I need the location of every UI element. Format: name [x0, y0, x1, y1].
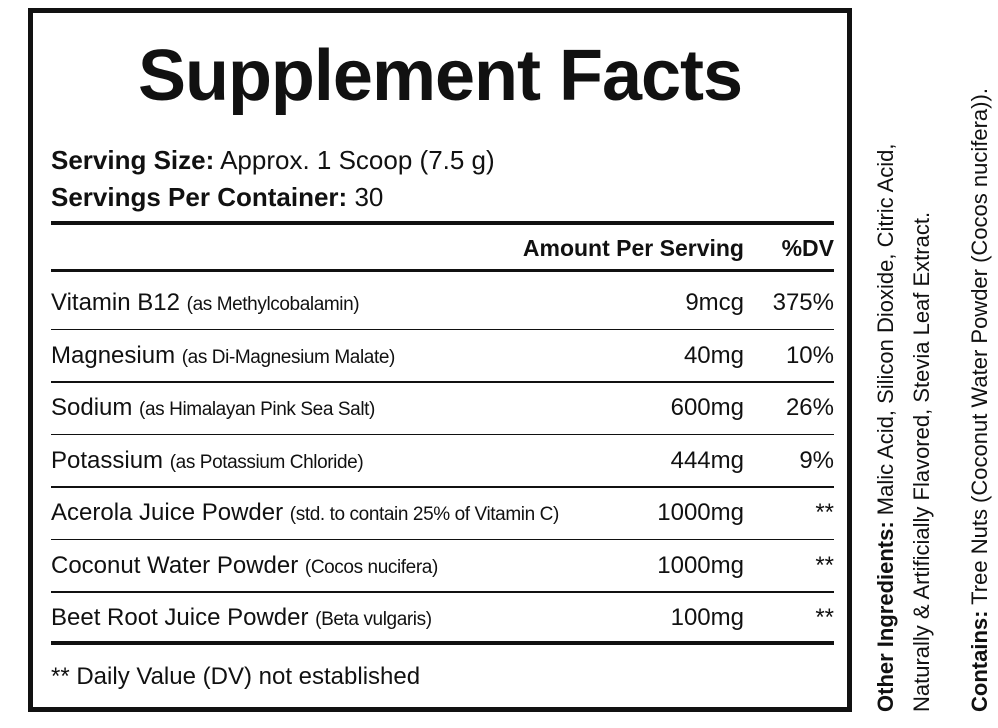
facts-panel: Supplement Facts Serving Size: Approx. 1…: [28, 8, 852, 712]
serving-size: Serving Size: Approx. 1 Scoop (7.5 g): [51, 145, 495, 176]
label: Serving Size:: [51, 145, 215, 175]
servings-per-container: Servings Per Container: 30: [51, 182, 383, 213]
value: 30: [354, 182, 384, 212]
nutrient-note: (Beta vulgaris): [315, 609, 432, 630]
row-divider: [51, 538, 834, 540]
row-divider: [51, 486, 834, 488]
nutrient-note: (as Potassium Chloride): [169, 451, 364, 473]
daily-value: **: [815, 499, 834, 526]
daily-value: **: [815, 551, 834, 579]
nutrient-name: Acerola Juice Powder: [51, 499, 284, 526]
nutrient: Sodium (as Himalayan Pink Sea Salt): [51, 394, 375, 422]
contains: Contains: Tree Nuts (Coconut Water Powde…: [962, 0, 998, 712]
nutrient-note: (as Himalayan Pink Sea Salt): [139, 399, 375, 420]
amount: 40mg: [683, 341, 744, 369]
label: Other Ingredients:: [873, 521, 898, 712]
rule: [51, 641, 834, 645]
row-divider: [51, 328, 834, 330]
footnote: ** Daily Value (DV) not established: [51, 663, 421, 690]
rule: [51, 221, 834, 225]
nutrient: Acerola Juice Powder (std. to contain 25…: [51, 499, 559, 527]
nutrient-name: Sodium: [51, 394, 133, 421]
amount: 1000mg: [657, 499, 744, 526]
nutrient-row: Sodium (as Himalayan Pink Sea Salt) 600mg…: [51, 382, 834, 434]
nutrient-row: Beet Root Juice Powder (Beta vulgaris) 10…: [51, 592, 834, 644]
nutrient: Coconut Water Powder (Cocos nucifera): [51, 552, 438, 580]
daily-value: 26%: [785, 394, 834, 421]
amount-header: Amount Per Serving: [522, 235, 744, 261]
dv-header: %DV: [781, 235, 834, 261]
nutrient-row: Vitamin B12 (as Methylcobalamin) 9mcg 375%: [51, 277, 834, 329]
label: Servings Per Container:: [51, 182, 348, 212]
nutrient-name: Magnesium: [51, 341, 176, 369]
text: Malic Acid, Silicon Dioxide, Citric Acid…: [873, 143, 898, 516]
nutrient-note: (as Di-Magnesium Malate): [181, 346, 396, 368]
nutrient-name: Beet Root Juice Powder: [51, 604, 309, 631]
label: Contains:: [967, 610, 992, 712]
nutrient-name: Potassium: [51, 446, 164, 474]
side-text: Other Ingredients: Malic Acid, Silicon D…: [868, 0, 998, 712]
nutrient-name: Vitamin B12: [51, 289, 180, 316]
daily-value: 375%: [772, 289, 834, 316]
row-divider: [51, 591, 834, 593]
daily-value: **: [815, 604, 834, 631]
value: Approx. 1 Scoop (7.5 g): [220, 145, 495, 175]
nutrient: Magnesium (as Di-Magnesium Malate): [51, 342, 395, 370]
other-ingredients-line: Naturally & Artificially Flavored, Stevi…: [909, 211, 934, 712]
text: Tree Nuts (Coconut Water Powder (Cocos n…: [967, 88, 992, 605]
nutrient: Vitamin B12 (as Methylcobalamin): [51, 289, 360, 317]
row-divider: [51, 381, 834, 383]
nutrient-row: Potassium (as Potassium Chloride) 444mg 9%: [51, 435, 834, 487]
other-ingredients: Other Ingredients: Malic Acid, Silicon D…: [868, 0, 904, 713]
nutrient-row: Magnesium (as Di-Magnesium Malate) 40mg 10…: [51, 330, 834, 382]
amount: 1000mg: [657, 551, 744, 579]
title: Supplement Facts: [137, 36, 743, 116]
rule: [51, 269, 834, 272]
amount: 9mcg: [685, 289, 744, 316]
amount: 100mg: [670, 604, 744, 631]
nutrient-row: Acerola Juice Powder (std. to contain 25…: [51, 487, 834, 539]
nutrient-note: (Cocos nucifera): [304, 556, 438, 578]
nutrient-note: (std. to contain 25% of Vitamin C): [289, 504, 559, 525]
nutrient-note: (as Methylcobalamin): [186, 294, 360, 315]
nutrient-row: Coconut Water Powder (Cocos nucifera) 100…: [51, 540, 834, 592]
nutrient-name: Coconut Water Powder: [51, 551, 299, 579]
row-divider: [51, 433, 834, 435]
nutrient: Beet Root Juice Powder (Beta vulgaris): [51, 604, 432, 632]
daily-value: 10%: [785, 341, 834, 369]
amount: 600mg: [670, 394, 744, 421]
amount: 444mg: [670, 446, 744, 474]
daily-value: 9%: [799, 446, 834, 474]
nutrient: Potassium (as Potassium Chloride): [51, 446, 364, 475]
